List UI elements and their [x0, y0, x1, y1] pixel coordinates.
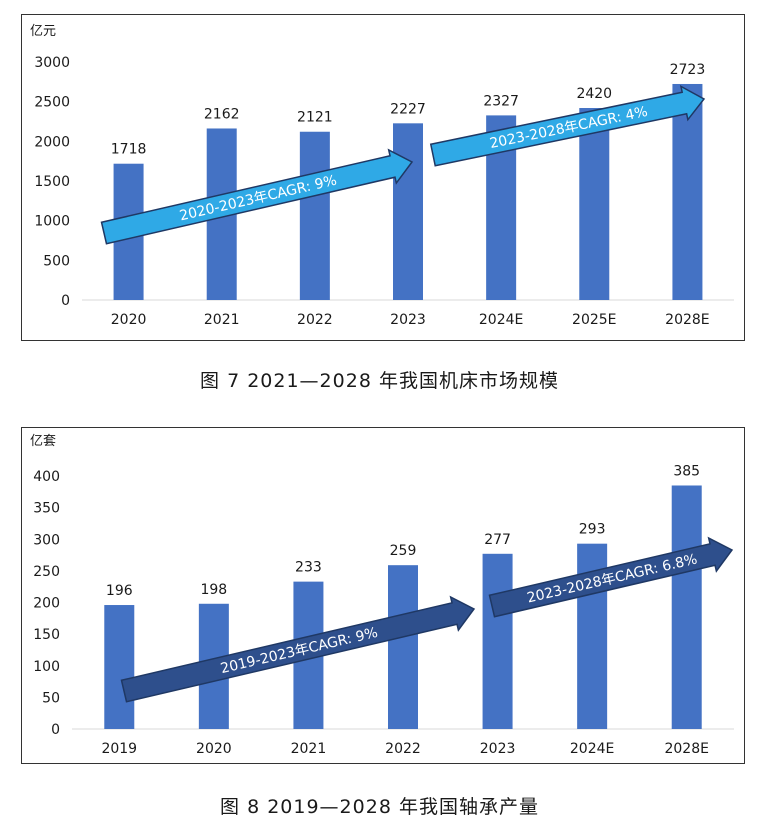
cagr-arrow-shape — [488, 536, 734, 618]
y-tick-label: 100 — [33, 659, 60, 675]
x-tick-label: 2019 — [101, 741, 137, 757]
y-unit-label: 亿套 — [30, 433, 56, 449]
data-label: 2723 — [670, 62, 706, 78]
bar — [671, 485, 702, 729]
data-label: 385 — [673, 463, 700, 479]
y-tick-label: 1500 — [34, 174, 70, 190]
bar — [388, 565, 418, 729]
y-tick-label: 150 — [33, 627, 60, 643]
y-tick-label: 3000 — [34, 55, 70, 71]
y-tick-label: 200 — [33, 596, 60, 612]
cagr-arrow-shape — [429, 84, 706, 167]
data-label: 2327 — [483, 93, 519, 109]
y-unit-label: 亿元 — [30, 24, 56, 39]
y-tick-label: 300 — [33, 532, 60, 548]
y-tick-label: 50 — [42, 690, 60, 706]
data-label: 277 — [484, 532, 511, 548]
chart-1-svg: 亿元 0 500 1000 1500 2000 2500 3000 1718 2020 2162 20… — [30, 24, 734, 328]
chart-bearing-production: 亿套 0 50 100 150 200 250 300 350 400 196 2019 198 2020… — [21, 427, 745, 764]
bar — [104, 605, 135, 729]
x-tick-label: 2028E — [664, 741, 708, 757]
data-label: 2420 — [576, 86, 612, 102]
data-label: 2227 — [390, 101, 426, 117]
y-tick-label: 0 — [61, 293, 70, 309]
chart-machine-tool-market: 亿元 0 500 1000 1500 2000 2500 3000 1718 2020 2162 20… — [21, 14, 745, 341]
data-label: 198 — [200, 582, 227, 598]
x-tick-label: 2023 — [390, 312, 426, 328]
cagr-arrow-shape — [100, 148, 414, 245]
y-tick-label: 2500 — [34, 95, 70, 111]
x-tick-label: 2023 — [480, 741, 516, 757]
x-tick-label: 2020 — [111, 312, 147, 328]
bar — [579, 108, 610, 300]
bar — [299, 131, 330, 300]
data-label: 196 — [106, 583, 133, 599]
caption-figure-8: 图 8 2019—2028 年我国轴承产量 — [220, 796, 539, 818]
cagr-arrow: 2023-2028年CAGR: 4% — [429, 84, 706, 167]
cagr-arrow-shape — [120, 595, 476, 703]
y-tick-label: 400 — [33, 469, 60, 485]
x-tick-label: 2022 — [385, 741, 421, 757]
x-tick-label: 2028E — [665, 312, 709, 328]
x-tick-label: 2021 — [291, 741, 327, 757]
data-label: 2121 — [297, 110, 333, 126]
data-label: 1718 — [111, 142, 147, 158]
y-tick-label: 1000 — [34, 214, 70, 230]
cagr-arrow: 2020-2023年CAGR: 9% — [100, 148, 414, 245]
y-tick-label: 0 — [51, 722, 60, 738]
x-tick-label: 2024E — [479, 312, 523, 328]
data-label: 233 — [295, 560, 322, 576]
x-tick-label: 2025E — [572, 312, 616, 328]
y-tick-label: 250 — [33, 564, 60, 580]
bar — [482, 553, 513, 729]
caption-figure-7: 图 7 2021—2028 年我国机床市场规模 — [200, 370, 559, 392]
y-tick-label: 500 — [43, 253, 70, 269]
chart-2-svg: 亿套 0 50 100 150 200 250 300 350 400 196 2019 198 2020… — [30, 433, 734, 757]
bar — [393, 123, 423, 300]
x-tick-label: 2024E — [570, 741, 614, 757]
data-label: 2162 — [204, 106, 240, 122]
y-tick-label: 350 — [33, 501, 60, 517]
data-label: 259 — [390, 543, 417, 559]
x-tick-label: 2022 — [297, 312, 333, 328]
x-tick-label: 2021 — [204, 312, 240, 328]
y-tick-label: 2000 — [34, 134, 70, 150]
x-tick-label: 2020 — [196, 741, 232, 757]
data-label: 293 — [579, 522, 606, 538]
